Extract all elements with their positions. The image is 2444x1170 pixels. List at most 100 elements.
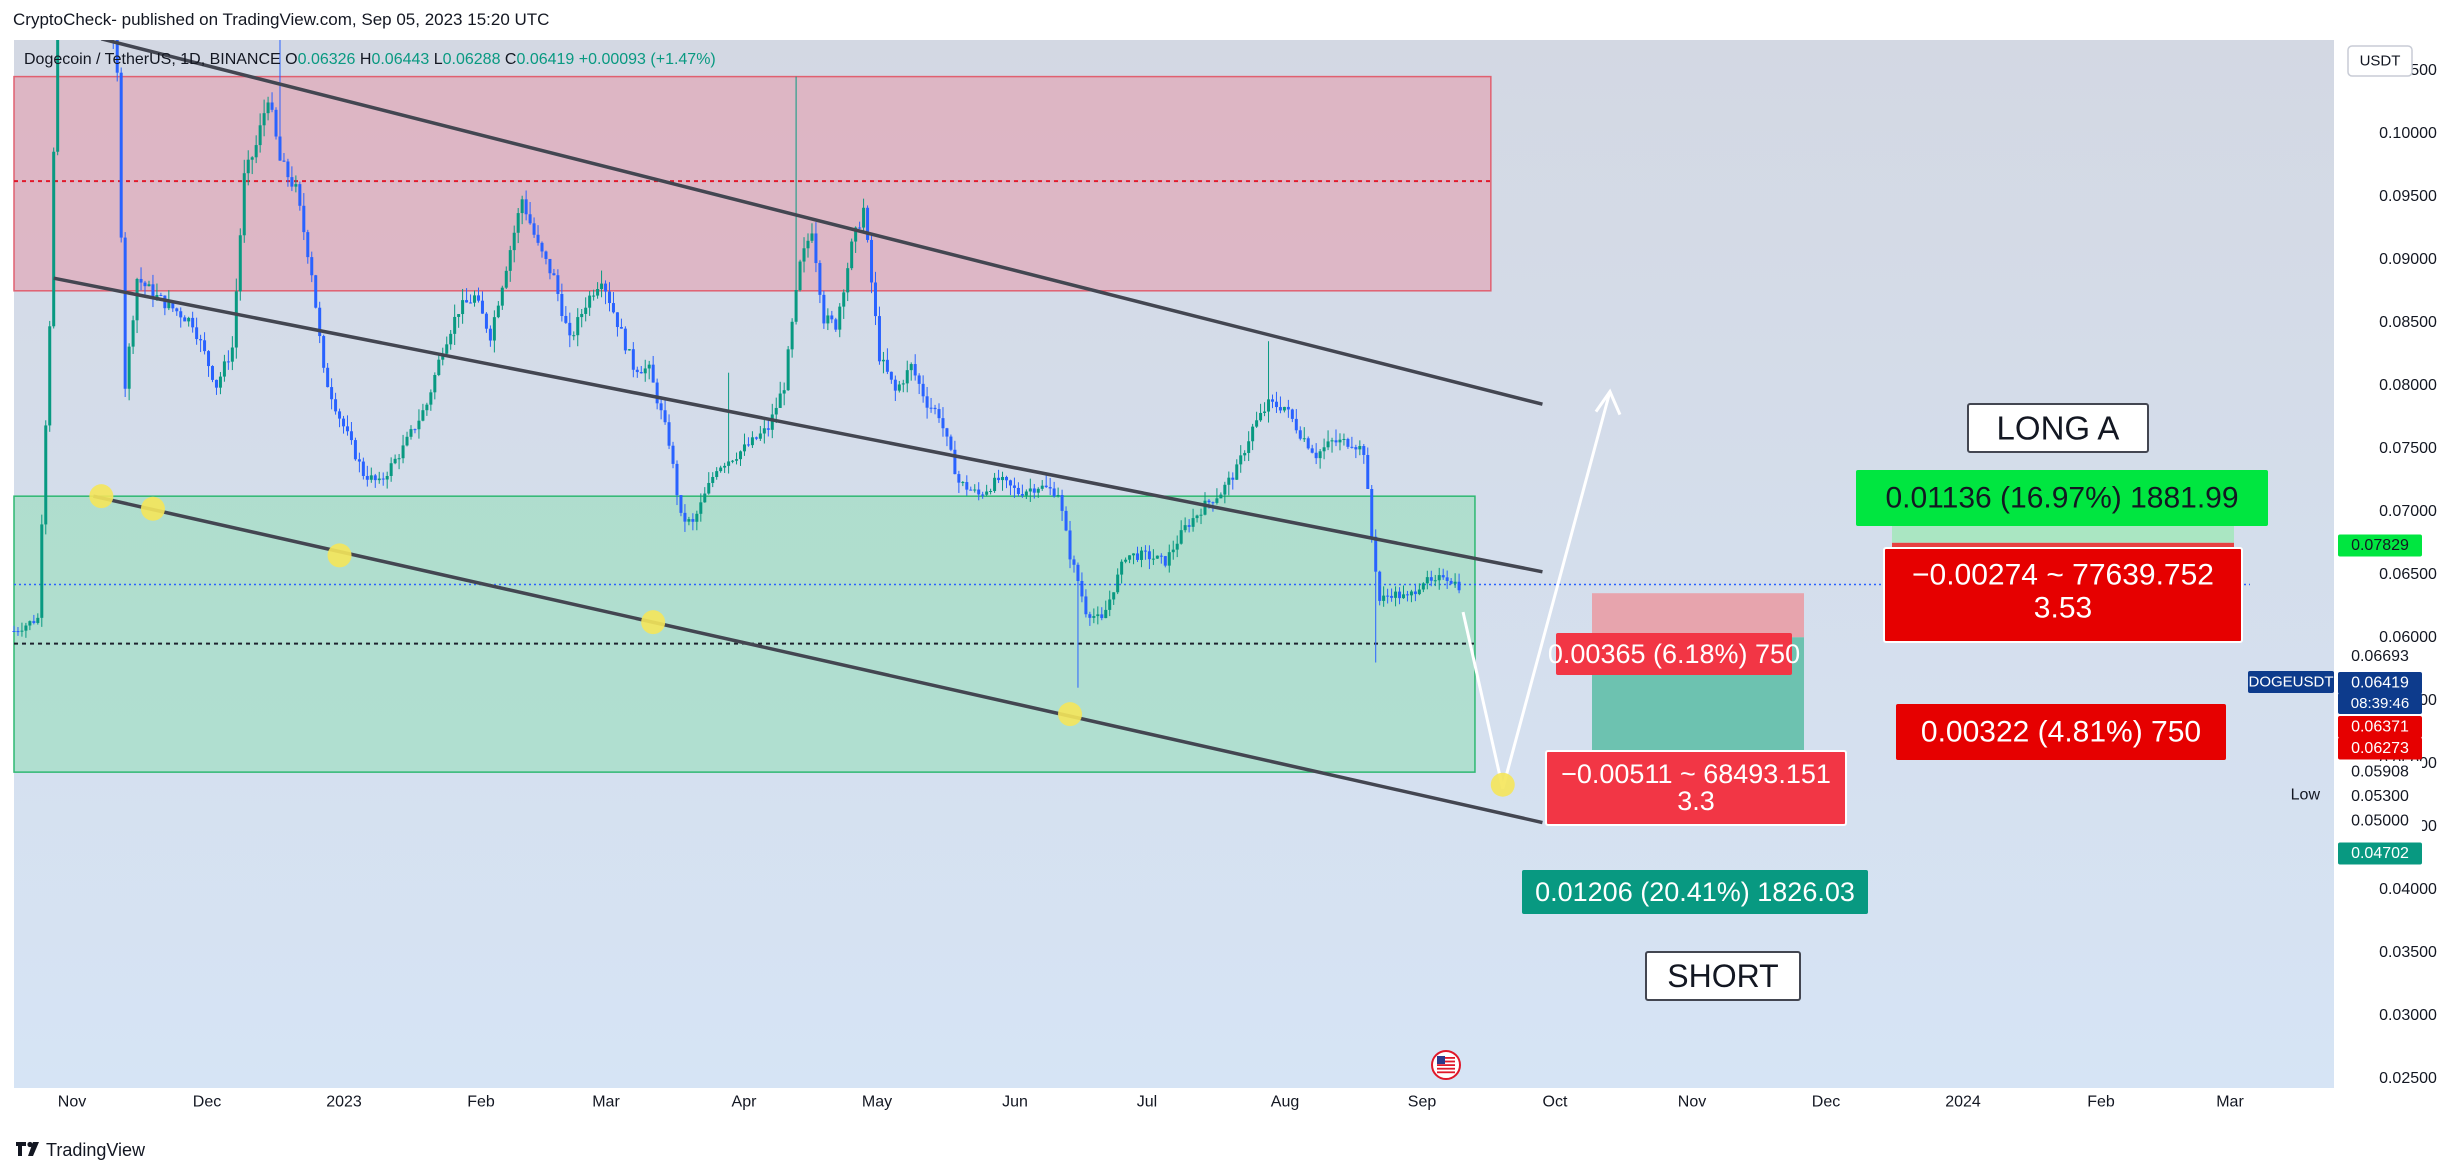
candle-body [1227, 477, 1231, 485]
candle-body [1211, 502, 1215, 504]
candle-body [417, 420, 421, 430]
chart-area[interactable]: LONG A 0.01136 (16.97%) 1881.99 −0.00274 ~… [0, 40, 2444, 1128]
candle [667, 414, 671, 450]
candle [921, 375, 925, 403]
price-axis[interactable] [2334, 40, 2444, 1088]
candle-body [592, 295, 596, 297]
candle-body [1322, 447, 1326, 452]
candle-body [600, 283, 604, 290]
candle-body [1433, 580, 1437, 582]
candle-body [254, 145, 258, 158]
candle [1457, 573, 1461, 594]
candle [1132, 553, 1136, 565]
trendline-2[interactable] [53, 276, 1543, 574]
ohlc-value: 0.06419 [516, 51, 578, 68]
candle [671, 441, 675, 469]
candle [306, 229, 310, 264]
candle-body [322, 336, 326, 368]
candle [242, 159, 246, 243]
support-zone[interactable] [13, 495, 1476, 773]
candle [611, 292, 615, 314]
candle [377, 471, 381, 484]
candle-body [687, 519, 691, 522]
candle-body [1080, 581, 1084, 597]
candle [488, 325, 492, 347]
candle-body [1024, 491, 1028, 496]
candle [913, 354, 917, 381]
x-tick-label: Oct [1543, 1094, 1568, 1111]
long-stop-label-bg [1896, 704, 2226, 760]
candle-body [274, 109, 278, 137]
candle-body [1044, 485, 1048, 488]
candle-body [619, 327, 623, 329]
candle-body [1251, 426, 1255, 442]
y-tick-label: 0.02500 [2379, 1070, 2437, 1087]
candle [119, 67, 123, 243]
candle-body [913, 364, 917, 376]
candle [179, 307, 183, 328]
time-axis[interactable] [0, 1088, 2444, 1128]
long-stop-label-text: 0.00322 (4.81%) 750 [1921, 716, 2201, 749]
currency-button-bg [2347, 45, 2413, 77]
candle [1199, 508, 1203, 525]
candle-body [342, 418, 346, 427]
long-stop-label: 0.00322 (4.81%) 750 [1896, 704, 2226, 760]
candle [584, 297, 588, 322]
candle [1001, 471, 1005, 491]
candle-body [1354, 447, 1358, 450]
candle-body [679, 495, 683, 513]
short-risk-label-bg [1545, 750, 1847, 826]
candle [44, 420, 48, 535]
candle-body [1259, 412, 1263, 421]
trendline-1[interactable] [100, 40, 1543, 406]
us-flag-canton [1437, 1056, 1445, 1064]
candle [159, 292, 163, 297]
candle-body [1016, 487, 1020, 495]
candle-body [1425, 577, 1429, 584]
publication-text: CryptoCheck- published on TradingView.co… [13, 10, 550, 29]
candle-body [973, 489, 977, 491]
candle [1346, 437, 1350, 449]
candle-body [1378, 571, 1382, 601]
candle-body [778, 393, 782, 408]
candle-body [552, 273, 556, 276]
us-flag-icon[interactable] [1431, 1050, 1461, 1080]
candle-body [1159, 555, 1163, 557]
candle-body [742, 444, 746, 452]
candle-body [604, 283, 608, 292]
candle [1080, 572, 1084, 603]
candle-body [909, 364, 913, 371]
candle-body [1267, 399, 1271, 412]
candle-body [937, 409, 941, 419]
candle [909, 362, 913, 381]
candle [1326, 430, 1330, 451]
y-tick-label: 0.07000 [2379, 503, 2437, 520]
candle [1155, 555, 1159, 559]
candle [969, 486, 973, 491]
candle-body [496, 305, 500, 318]
candle [214, 379, 218, 395]
candle [437, 353, 441, 377]
candle [294, 175, 298, 193]
candle [1282, 406, 1286, 413]
price-tag-text: 0.04702 [2351, 845, 2409, 862]
resistance-zone[interactable] [13, 75, 1492, 292]
candle-body [568, 322, 572, 336]
candle [552, 268, 556, 276]
candle-body [262, 113, 266, 126]
candle [357, 452, 361, 473]
candle-body [1437, 575, 1441, 581]
candle-body [945, 428, 949, 437]
candle-body [338, 411, 342, 419]
candle-body [881, 359, 885, 362]
currency-button[interactable]: USDT [2347, 45, 2413, 77]
candle [917, 373, 921, 395]
candle [222, 354, 226, 382]
candle-body [369, 475, 373, 480]
candle [1227, 471, 1231, 496]
candle-body [1151, 558, 1155, 560]
touch-point [140, 496, 165, 521]
candle [1056, 487, 1060, 498]
candle [1362, 443, 1366, 464]
last-price-tag: 0.06419 [2338, 672, 2422, 694]
